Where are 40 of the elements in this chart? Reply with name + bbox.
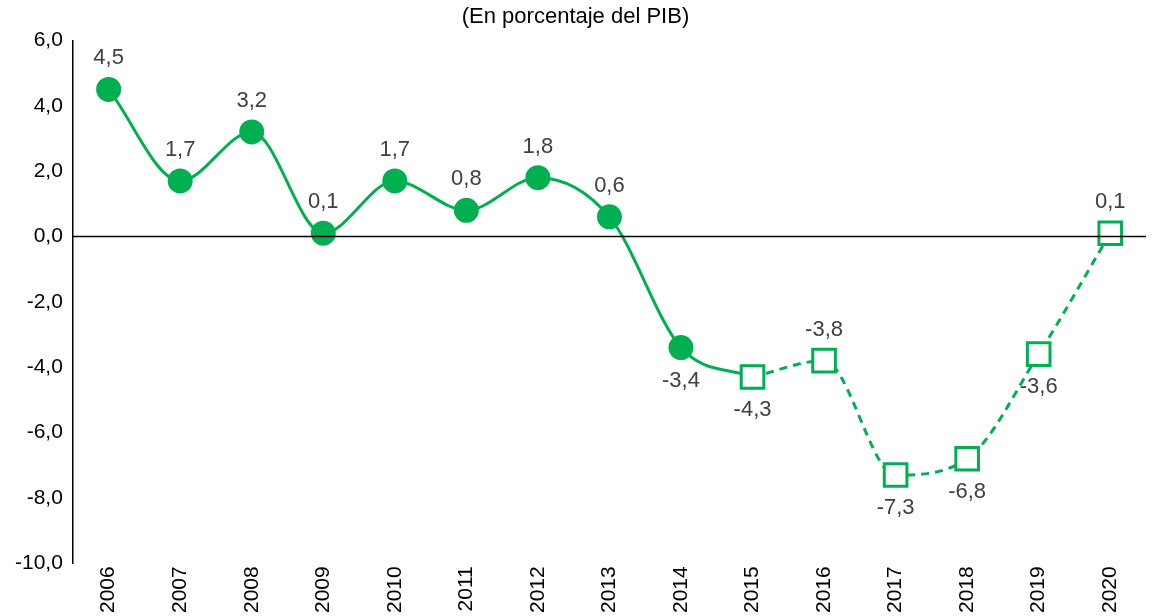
data-label: 4,5 [93,44,124,70]
data-label: -3,6 [1019,373,1058,399]
data-label: 0,8 [451,165,482,191]
x-tick-label: 2014 [667,565,691,613]
x-tick-label: 2017 [882,566,906,613]
data-label: 0,6 [594,171,625,197]
y-tick-label: -4,0 [26,354,63,377]
data-label: -3,4 [662,366,700,392]
data-label: -4,3 [733,396,772,422]
y-tick-label: 2,0 [33,157,63,181]
y-tick-label: -6,0 [26,419,63,443]
x-tick-label: 2010 [381,566,405,613]
x-tick-label: 2012 [524,566,548,613]
data-label: -3,8 [805,315,844,341]
y-tick-label: 0,0 [33,223,63,247]
y-tick-label: -10,0 [14,550,63,574]
x-tick-label: 2019 [1025,566,1049,613]
x-tick-label: 2018 [953,566,977,613]
y-tick-label: 6,0 [33,27,63,51]
x-tick-label: 2015 [739,566,763,613]
x-tick-label: 2020 [1097,566,1121,613]
x-tick-label: 2016 [810,566,834,613]
data-label: 1,7 [164,135,196,161]
data-label: 3,2 [236,86,268,112]
chart-title: (En porcentaje del PIB) [461,3,690,29]
y-tick-label: -8,0 [26,484,63,508]
x-tick-label: 2006 [95,566,119,613]
data-label: 0,1 [307,188,339,214]
data-label: -6,8 [948,477,987,503]
data-label: -7,3 [876,494,915,520]
data-label: 1,7 [379,135,411,161]
x-tick-label: 2009 [310,566,334,613]
data-label: 0,1 [1094,188,1126,214]
y-tick-label: 4,0 [33,92,63,116]
data-label: 1,8 [522,132,554,158]
y-tick-label: -2,0 [26,288,63,312]
x-tick-label: 2007 [166,566,190,613]
x-tick-label: 2008 [238,566,262,613]
x-tick-label: 2011 [453,566,477,612]
x-tick-label: 2013 [596,566,620,613]
